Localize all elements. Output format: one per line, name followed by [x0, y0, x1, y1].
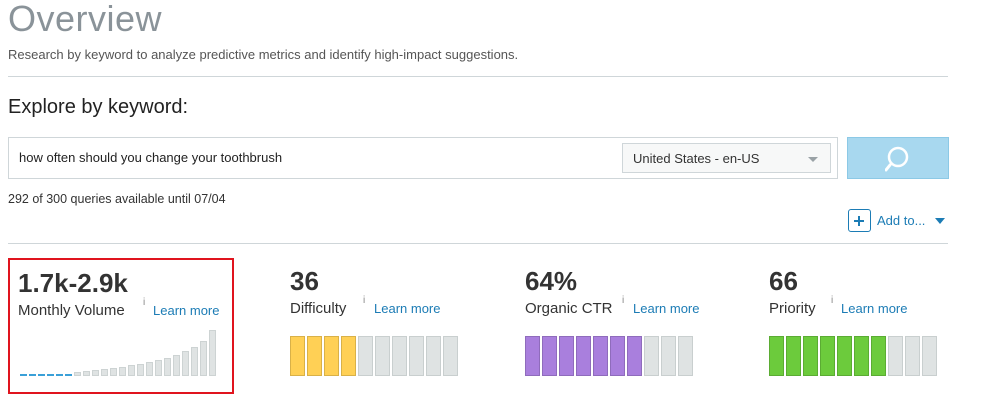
chevron-down-icon	[808, 157, 818, 162]
score-segment	[542, 336, 557, 376]
volume-trend-bar	[56, 374, 63, 376]
volume-trend-bar	[29, 374, 36, 376]
volume-trend-bar	[65, 374, 72, 376]
volume-trend-chart	[20, 326, 220, 376]
metrics-divider	[8, 243, 948, 244]
volume-trend-bar	[209, 330, 216, 376]
difficulty-value: 36	[290, 266, 319, 296]
score-segment	[290, 336, 305, 376]
volume-trend-bar	[47, 374, 54, 376]
metric-organic-ctr: 64% Organic CTR i Learn more	[517, 258, 727, 394]
priority-value: 66	[769, 266, 798, 296]
priority-learn-more-link[interactable]: Learn more	[841, 301, 908, 316]
chevron-down-icon	[935, 218, 945, 224]
score-segment	[661, 336, 676, 376]
volume-trend-bar	[38, 374, 45, 376]
volume-label: Monthly Volume	[18, 302, 125, 319]
volume-learn-more-link[interactable]: Learn more	[153, 303, 220, 318]
quota-status: 292 of 300 queries available until 07/04	[8, 192, 226, 206]
score-segment	[576, 336, 591, 376]
volume-trend-bar	[137, 364, 144, 376]
volume-trend-bar	[191, 347, 198, 376]
volume-trend-bar	[119, 367, 126, 376]
volume-trend-bar	[128, 365, 135, 376]
score-segment	[820, 336, 835, 376]
ctr-label: Organic CTR	[525, 300, 613, 317]
volume-value: 1.7k-2.9k	[18, 268, 128, 298]
volume-trend-bar	[101, 369, 108, 376]
volume-trend-bar	[164, 358, 171, 376]
score-segment	[803, 336, 818, 376]
score-segment	[888, 336, 903, 376]
score-segment	[409, 336, 424, 376]
score-segment	[525, 336, 540, 376]
metric-priority: 66 Priority i Learn more	[761, 258, 961, 394]
search-icon	[885, 146, 909, 172]
score-segment	[443, 336, 458, 376]
score-segment	[854, 336, 869, 376]
header-divider	[8, 76, 948, 77]
score-segment	[392, 336, 407, 376]
explore-heading: Explore by keyword:	[8, 96, 189, 118]
volume-trend-bar	[155, 360, 162, 376]
locale-select[interactable]: United States - en-US	[622, 143, 831, 173]
volume-trend-bar	[110, 368, 117, 376]
score-segment	[769, 336, 784, 376]
volume-trend-bar	[173, 355, 180, 376]
score-segment	[922, 336, 937, 376]
score-segment	[375, 336, 390, 376]
difficulty-learn-more-link[interactable]: Learn more	[374, 301, 441, 316]
priority-label: Priority	[769, 300, 816, 317]
score-segment	[678, 336, 693, 376]
priority-score-bar	[769, 336, 939, 376]
score-segment	[307, 336, 322, 376]
volume-trend-bar	[146, 362, 153, 376]
score-segment	[905, 336, 920, 376]
info-icon[interactable]: i	[143, 297, 146, 308]
difficulty-label: Difficulty	[290, 300, 347, 317]
score-segment	[426, 336, 441, 376]
ctr-score-bar	[525, 336, 695, 376]
search-button[interactable]	[847, 137, 949, 179]
metric-difficulty: 36 Difficulty i Learn more	[282, 258, 482, 394]
score-segment	[324, 336, 339, 376]
score-segment	[627, 336, 642, 376]
score-segment	[341, 336, 356, 376]
ctr-value: 64%	[525, 266, 578, 296]
add-to-label: Add to...	[877, 213, 926, 228]
plus-icon	[848, 209, 871, 232]
score-segment	[610, 336, 625, 376]
page-title: Overview	[8, 0, 163, 39]
score-segment	[871, 336, 886, 376]
volume-trend-bar	[83, 371, 90, 376]
locale-label: United States - en-US	[633, 151, 760, 166]
volume-trend-bar	[20, 374, 27, 376]
search-box: United States - en-US	[8, 137, 838, 179]
keyword-search-input[interactable]	[19, 150, 609, 165]
metric-monthly-volume: 1.7k-2.9k Monthly Volume i Learn more	[8, 258, 234, 394]
volume-trend-bar	[92, 370, 99, 376]
info-icon[interactable]: i	[622, 295, 625, 306]
volume-trend-bar	[182, 351, 189, 376]
page-subtitle: Research by keyword to analyze predictiv…	[8, 47, 519, 62]
difficulty-score-bar	[290, 336, 460, 376]
score-segment	[593, 336, 608, 376]
info-icon[interactable]: i	[363, 295, 366, 306]
score-segment	[559, 336, 574, 376]
score-segment	[837, 336, 852, 376]
score-segment	[644, 336, 659, 376]
volume-trend-bar	[74, 372, 81, 376]
score-segment	[358, 336, 373, 376]
score-segment	[786, 336, 801, 376]
info-icon[interactable]: i	[831, 295, 834, 306]
ctr-learn-more-link[interactable]: Learn more	[633, 301, 700, 316]
volume-trend-bar	[200, 341, 207, 376]
